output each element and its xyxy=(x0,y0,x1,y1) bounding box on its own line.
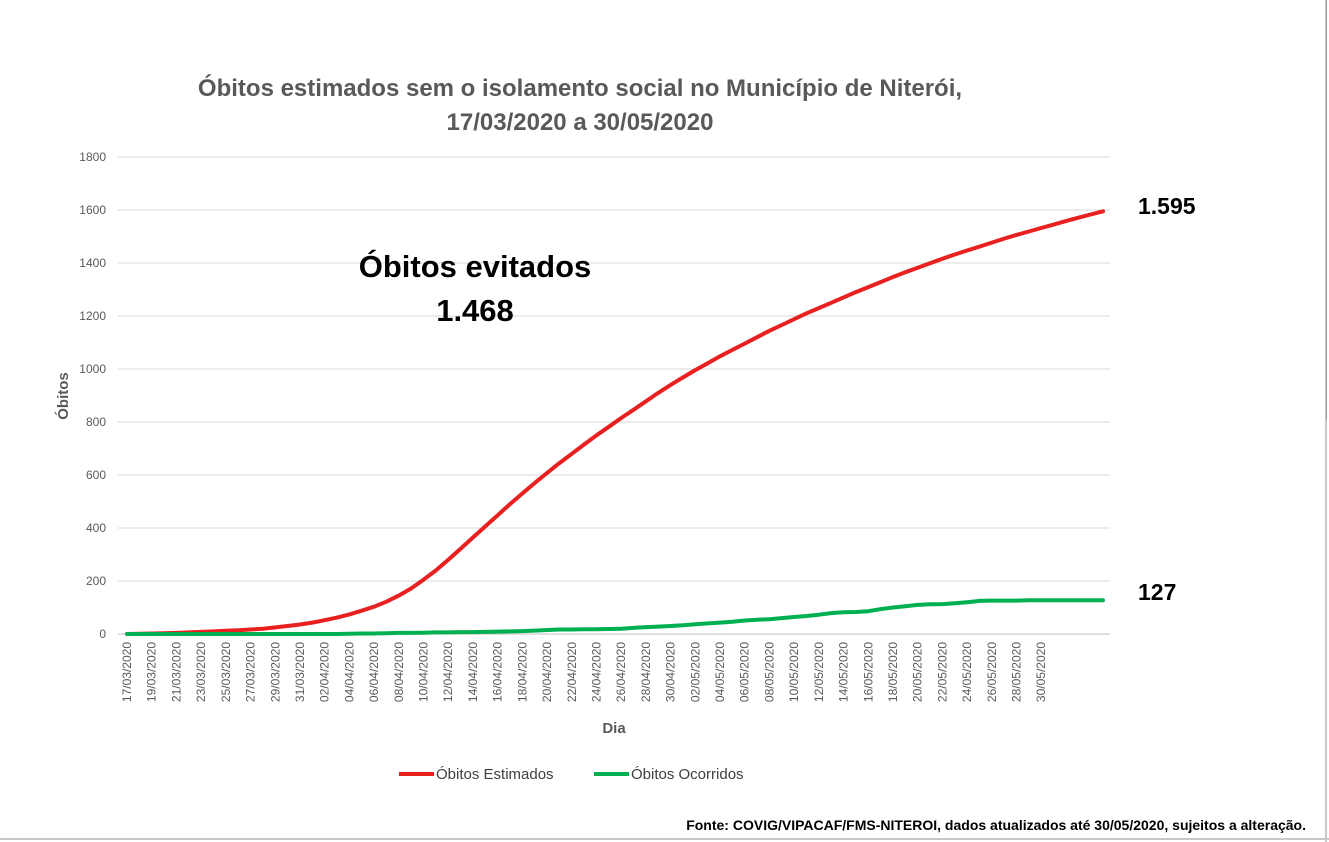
x-tick-label: 23/03/2020 xyxy=(194,642,208,702)
x-tick-label: 28/05/2020 xyxy=(1010,642,1024,702)
x-tick-label: 14/04/2020 xyxy=(466,642,480,702)
x-tick-label: 31/03/2020 xyxy=(293,642,307,702)
window-bottom-border xyxy=(0,838,1329,840)
x-tick-label: 12/04/2020 xyxy=(441,642,455,702)
x-tick-label: 18/05/2020 xyxy=(886,642,900,702)
x-tick-label: 14/05/2020 xyxy=(837,642,851,702)
x-tick-label: 02/04/2020 xyxy=(318,642,332,702)
annotation-evitados-value: 1.468 xyxy=(436,293,514,328)
annotation-evitados-label: Óbitos evitados xyxy=(359,248,592,284)
x-axis-ticks: 17/03/2020 19/03/2020 21/03/2020 23/03/2020… xyxy=(120,642,1048,702)
x-tick-label: 18/04/2020 xyxy=(515,642,529,702)
y-axis-title: Óbitos xyxy=(54,372,72,420)
x-tick-label: 20/04/2020 xyxy=(540,642,554,702)
series-line-obitos-estimados xyxy=(125,209,1105,636)
x-tick-label: 22/04/2020 xyxy=(565,642,579,702)
x-tick-label: 04/05/2020 xyxy=(713,642,727,702)
legend-label-estimados: Óbitos Estimados xyxy=(436,766,554,783)
window-right-border xyxy=(1325,0,1327,842)
x-tick-label: 06/04/2020 xyxy=(367,642,381,702)
end-label-estimados: 1.595 xyxy=(1138,193,1196,219)
x-tick-label: 24/05/2020 xyxy=(960,642,974,702)
series-line-obitos-ocorridos xyxy=(125,598,1105,636)
x-tick-label: 12/05/2020 xyxy=(812,642,826,702)
y-tick-label: 1800 xyxy=(79,150,106,164)
y-tick-label: 1200 xyxy=(79,309,106,323)
x-tick-label: 30/05/2020 xyxy=(1034,642,1048,702)
y-tick-label: 1000 xyxy=(79,362,106,376)
y-tick-label: 0 xyxy=(99,627,106,641)
x-tick-label: 25/03/2020 xyxy=(219,642,233,702)
x-tick-label: 19/03/2020 xyxy=(145,642,159,702)
x-tick-label: 29/03/2020 xyxy=(268,642,282,702)
y-tick-label: 400 xyxy=(86,521,106,535)
x-tick-label: 04/04/2020 xyxy=(342,642,356,702)
legend: Óbitos Estimados Óbitos Ocorridos xyxy=(399,766,744,783)
x-axis-title: Dia xyxy=(602,720,626,737)
x-tick-label: 27/03/2020 xyxy=(244,642,258,702)
gridlines xyxy=(118,156,1110,635)
x-tick-label: 10/04/2020 xyxy=(417,642,431,702)
y-tick-label: 800 xyxy=(86,415,106,429)
y-tick-label: 600 xyxy=(86,468,106,482)
y-tick-label: 1600 xyxy=(79,203,106,217)
x-tick-label: 06/05/2020 xyxy=(738,642,752,702)
chart-title-line1: Óbitos estimados sem o isolamento social… xyxy=(198,74,962,102)
x-tick-label: 24/04/2020 xyxy=(589,642,603,702)
x-tick-label: 30/04/2020 xyxy=(664,642,678,702)
x-tick-label: 17/03/2020 xyxy=(120,642,134,702)
x-tick-label: 26/04/2020 xyxy=(614,642,628,702)
x-tick-label: 26/05/2020 xyxy=(985,642,999,702)
x-tick-label: 21/03/2020 xyxy=(169,642,183,702)
end-label-ocorridos: 127 xyxy=(1138,579,1176,605)
series-layer xyxy=(125,209,1105,636)
y-axis-ticks: 0 200 400 600 800 1000 1200 1400 1600 1800 xyxy=(79,150,106,641)
x-tick-label: 22/05/2020 xyxy=(935,642,949,702)
x-tick-label: 02/05/2020 xyxy=(688,642,702,702)
x-tick-label: 16/05/2020 xyxy=(861,642,875,702)
x-tick-label: 16/04/2020 xyxy=(491,642,505,702)
y-tick-label: 200 xyxy=(86,574,106,588)
x-tick-label: 28/04/2020 xyxy=(639,642,653,702)
y-tick-label: 1400 xyxy=(79,256,106,270)
x-tick-label: 08/05/2020 xyxy=(762,642,776,702)
source-footnote: Fonte: COVIG/VIPACAF/FMS-NITEROI, dados … xyxy=(686,817,1306,833)
x-tick-label: 20/05/2020 xyxy=(911,642,925,702)
chart-title-line2: 17/03/2020 a 30/05/2020 xyxy=(447,109,714,136)
legend-label-ocorridos: Óbitos Ocorridos xyxy=(631,766,744,783)
x-tick-label: 08/04/2020 xyxy=(392,642,406,702)
x-tick-label: 10/05/2020 xyxy=(787,642,801,702)
window-scrollbar-edge xyxy=(1326,0,1327,420)
